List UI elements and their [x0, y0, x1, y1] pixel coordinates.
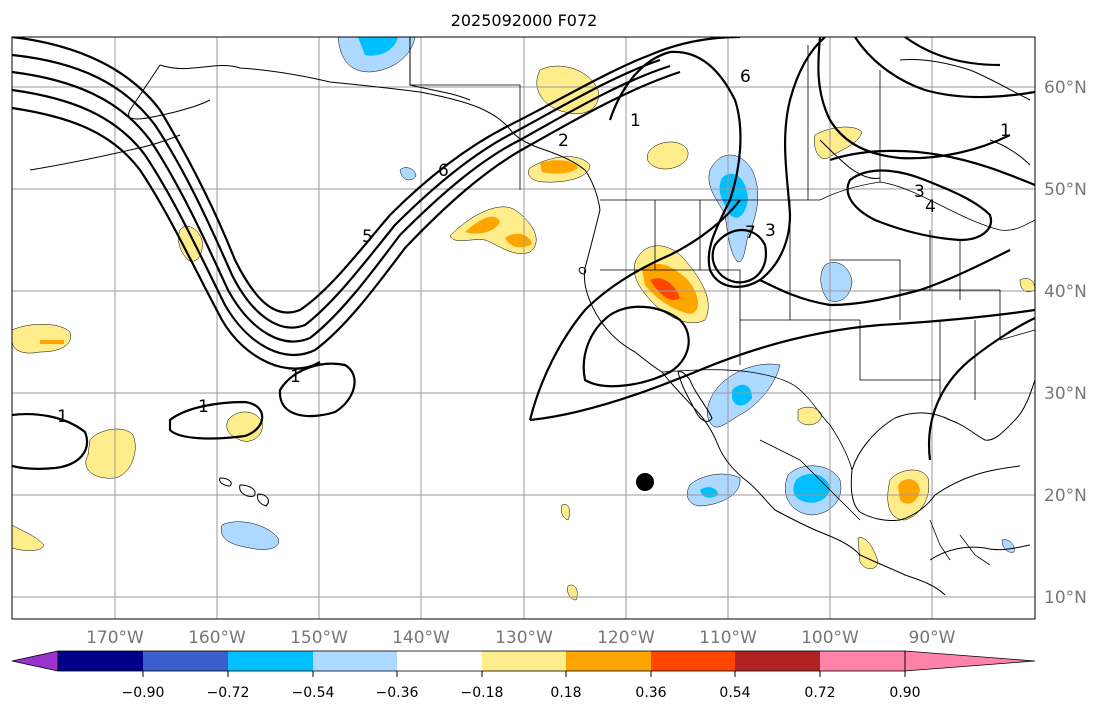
colorbar-segment [58, 651, 144, 671]
negative-anomaly-areas [221, 37, 1015, 553]
colorbar-segment [566, 651, 652, 671]
contour-label: 5 [362, 227, 373, 247]
colorbar-tick-label: −0.18 [461, 685, 504, 701]
colorbar-tick-label: 0.72 [804, 685, 835, 701]
lon-tick-label: 140°W [392, 628, 450, 648]
contour-label: 1 [630, 111, 641, 131]
lat-tick-label: 10°N [1044, 588, 1087, 608]
colorbar: −0.90 −0.72 −0.54 −0.36 −0.18 0.18 0.36 … [11, 650, 1036, 701]
colorbar-tick-label: −0.36 [376, 685, 419, 701]
lon-tick-label: 100°W [801, 628, 859, 648]
location-marker [636, 473, 654, 491]
latitude-labels: 60°N 50°N 40°N 30°N 20°N 10°N [1044, 78, 1087, 608]
contour-lines [12, 37, 1035, 470]
colorbar-segment [397, 651, 483, 671]
lat-tick-label: 50°N [1044, 180, 1087, 200]
figure-title: 2025092000 F072 [451, 11, 598, 30]
contour-label: 1 [1000, 121, 1011, 141]
contour-label: 3 [765, 221, 776, 241]
lon-tick-label: 160°W [188, 628, 246, 648]
colorbar-segment [313, 651, 399, 671]
colorbar-segment [228, 651, 314, 671]
colorbar-tick-label: −0.90 [122, 685, 165, 701]
contour-label: 6 [438, 161, 449, 181]
lon-tick-label: 170°W [86, 628, 144, 648]
lat-tick-label: 40°N [1044, 282, 1087, 302]
colorbar-tick-label: −0.72 [207, 685, 250, 701]
colorbar-tick-label: 0.36 [635, 685, 666, 701]
colorbar-ticks [142, 671, 906, 677]
colorbar-segment [820, 651, 906, 671]
contour-labels: 1 1 1 1 1 2 3 3 4 5 6 6 7 [57, 67, 1011, 427]
lat-tick-label: 60°N [1044, 78, 1087, 98]
longitude-labels: 170°W 160°W 150°W 140°W 130°W 120°W 110°… [86, 628, 956, 648]
colorbar-extend-low [11, 650, 59, 672]
lon-tick-label: 130°W [495, 628, 553, 648]
colorbar-segment [651, 651, 737, 671]
contour-label: 4 [925, 197, 936, 217]
contour-label: 1 [57, 407, 68, 427]
lon-tick-label: 90°W [909, 628, 956, 648]
contour-label: 1 [198, 397, 209, 417]
colorbar-tick-label: 0.90 [889, 685, 920, 701]
map-panel: 1 1 1 1 1 2 3 3 4 5 6 6 7 [11, 36, 1036, 620]
colorbar-tick-label: −0.54 [292, 685, 335, 701]
lon-tick-label: 110°W [699, 628, 757, 648]
colorbar-tick-label: 0.18 [550, 685, 581, 701]
lat-tick-label: 30°N [1044, 384, 1087, 404]
contour-label: 2 [558, 131, 569, 151]
graticule [12, 37, 1035, 619]
contour-label: 6 [740, 67, 751, 87]
political-borders [409, 37, 1035, 566]
contour-label: 7 [745, 223, 756, 243]
contour-label: 3 [914, 182, 925, 202]
colorbar-segment [482, 651, 568, 671]
colorbar-segment [143, 651, 229, 671]
colorbar-segment [735, 651, 821, 671]
colorbar-tick-label: 0.54 [719, 685, 750, 701]
map-frame [11, 36, 1036, 620]
positive-anomaly-areas [12, 65, 1035, 601]
lon-tick-label: 150°W [290, 628, 348, 648]
contour-label: 1 [290, 367, 301, 387]
lat-tick-label: 20°N [1044, 486, 1087, 506]
lon-tick-label: 120°W [597, 628, 655, 648]
colorbar-extend-high [904, 650, 1036, 672]
